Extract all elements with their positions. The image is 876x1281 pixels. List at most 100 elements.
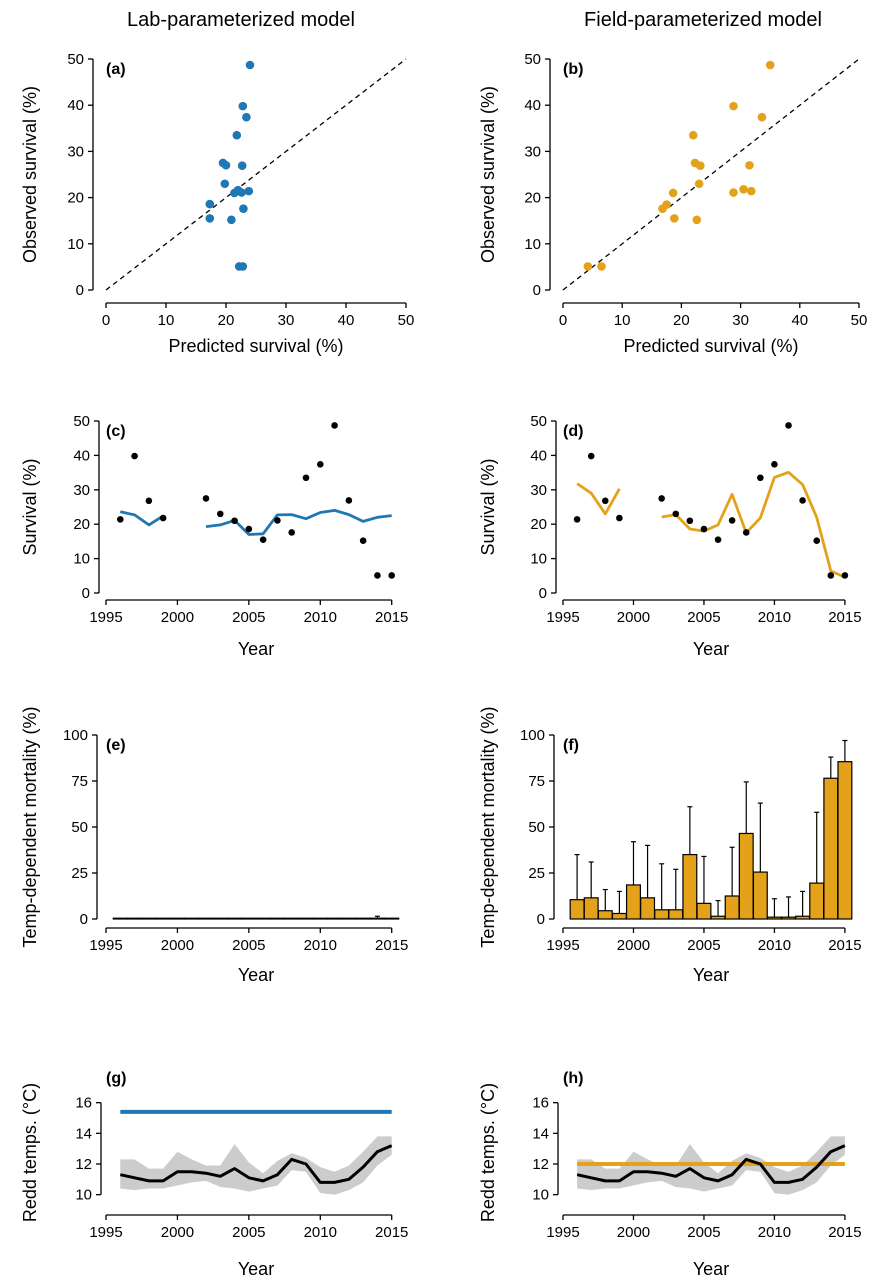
- x-tick-label-e: 2015: [375, 937, 408, 954]
- y-axis-label-d: Survival (%): [478, 458, 498, 555]
- data-point-a: [221, 160, 231, 170]
- x-tick-label-h: 2005: [687, 1224, 720, 1241]
- observed-point-d: [686, 517, 694, 525]
- data-point-b: [729, 101, 738, 111]
- y-tick-label-b: 10: [524, 236, 541, 253]
- bar-f: [809, 882, 825, 920]
- data-point-b: [746, 186, 756, 196]
- bar-f: [583, 897, 599, 920]
- data-point-a: [242, 112, 251, 122]
- data-point-a: [205, 199, 215, 209]
- temperature-band-g: [120, 1136, 392, 1195]
- data-point-b: [694, 179, 704, 189]
- x-tick-label-d: 1995: [546, 609, 579, 626]
- observed-point-c: [231, 517, 238, 525]
- y-axis-label-c: Survival (%): [20, 458, 40, 555]
- bar-f: [837, 761, 853, 920]
- y-tick-label-b: 0: [533, 282, 541, 299]
- x-tick-label-d: 2000: [617, 609, 650, 626]
- x-tick-label-b: 50: [851, 312, 868, 329]
- y-tick-label-g: 14: [75, 1125, 92, 1142]
- panel-label-g: (g): [106, 1070, 126, 1087]
- y-tick-label-b: 20: [524, 190, 541, 207]
- y-tick-label-f: 25: [528, 865, 545, 882]
- data-point-a: [237, 161, 247, 171]
- y-tick-label-b: 50: [524, 51, 541, 68]
- bar-e: [184, 917, 200, 920]
- bar-f: [696, 902, 712, 920]
- observed-point-d: [771, 461, 778, 468]
- x-tick-label-h: 2010: [758, 1224, 791, 1241]
- x-axis-label-a: Predicted survival (%): [168, 336, 343, 356]
- bar-f: [625, 884, 641, 920]
- x-axis-label-d: Year: [693, 639, 729, 659]
- y-tick-label-d: 50: [530, 413, 547, 430]
- column-title-lab: Lab-parameterized model: [127, 9, 355, 31]
- bar-f: [766, 916, 782, 920]
- bar-f: [611, 912, 627, 920]
- y-tick-label-c: 50: [73, 413, 90, 430]
- x-tick-label-f: 2000: [617, 937, 650, 954]
- observed-point-d: [841, 572, 849, 579]
- y-tick-label-g: 10: [75, 1187, 92, 1204]
- observed-point-c: [316, 461, 324, 468]
- y-tick-label-h: 10: [532, 1187, 549, 1204]
- x-axis-label-h: Year: [693, 1259, 729, 1279]
- observed-point-d: [700, 525, 708, 533]
- observed-point-c: [388, 572, 396, 579]
- y-tick-label-e: 75: [71, 773, 88, 790]
- x-tick-label-g: 2010: [304, 1224, 337, 1241]
- y-tick-label-e: 25: [71, 865, 88, 882]
- x-tick-label-b: 10: [614, 312, 631, 329]
- x-axis-label-g: Year: [238, 1259, 274, 1279]
- x-tick-label-g: 2015: [375, 1224, 408, 1241]
- x-tick-label-c: 2000: [161, 609, 194, 626]
- panel-label-c: (c): [106, 423, 126, 440]
- data-point-b: [658, 204, 667, 213]
- x-tick-label-c: 1995: [89, 609, 122, 626]
- observed-point-d: [587, 452, 595, 460]
- bar-e: [226, 917, 243, 920]
- x-tick-label-f: 2015: [828, 937, 861, 954]
- y-tick-label-b: 30: [524, 143, 541, 160]
- bar-f: [795, 915, 811, 920]
- y-axis-label-a: Observed survival (%): [20, 86, 40, 263]
- data-point-b: [597, 262, 606, 271]
- y-tick-label-a: 30: [67, 143, 84, 160]
- data-point-b: [696, 161, 705, 171]
- observed-point-d: [813, 537, 821, 545]
- observed-point-c: [116, 516, 124, 523]
- data-point-b: [692, 215, 702, 225]
- bar-e: [326, 917, 343, 920]
- temperature-band-h: [577, 1136, 845, 1195]
- bar-f: [654, 909, 670, 920]
- panel-a: 0 10 20 30 40 50 0 10 20 30 40 50 Predicted survival…: [20, 51, 414, 356]
- y-axis-label-g: Redd temps. (°C): [20, 1083, 40, 1222]
- data-point-b: [757, 112, 767, 122]
- y-tick-label-a: 50: [67, 51, 84, 68]
- bar-f: [781, 916, 797, 920]
- y-tick-label-h: 14: [532, 1125, 549, 1142]
- observed-point-d: [658, 495, 665, 502]
- x-tick-label-d: 2010: [758, 609, 791, 626]
- x-tick-label-d: 2005: [687, 609, 720, 626]
- bar-e: [155, 917, 171, 920]
- y-tick-label-d: 0: [539, 585, 547, 602]
- observed-point-c: [331, 422, 338, 429]
- column-title-field: Field-parameterized model: [584, 9, 822, 31]
- observed-point-c: [159, 514, 167, 522]
- reference-line-a: [105, 58, 407, 291]
- x-axis-label-f: Year: [693, 965, 729, 985]
- reference-line-b: [562, 58, 860, 291]
- x-tick-label-a: 30: [278, 312, 295, 329]
- x-axis-label-e: Year: [238, 965, 274, 985]
- bar-e: [284, 917, 300, 920]
- observed-point-d: [714, 536, 722, 543]
- y-tick-label-a: 10: [67, 236, 84, 253]
- panel-f: 0 25 50 75 100 1995 2000 2005 2010 2015 Year Temp-d…: [478, 706, 862, 985]
- x-tick-label-a: 0: [102, 312, 110, 329]
- observed-point-c: [288, 529, 296, 536]
- observed-point-d: [601, 497, 609, 505]
- y-axis-label-h: Redd temps. (°C): [478, 1083, 498, 1222]
